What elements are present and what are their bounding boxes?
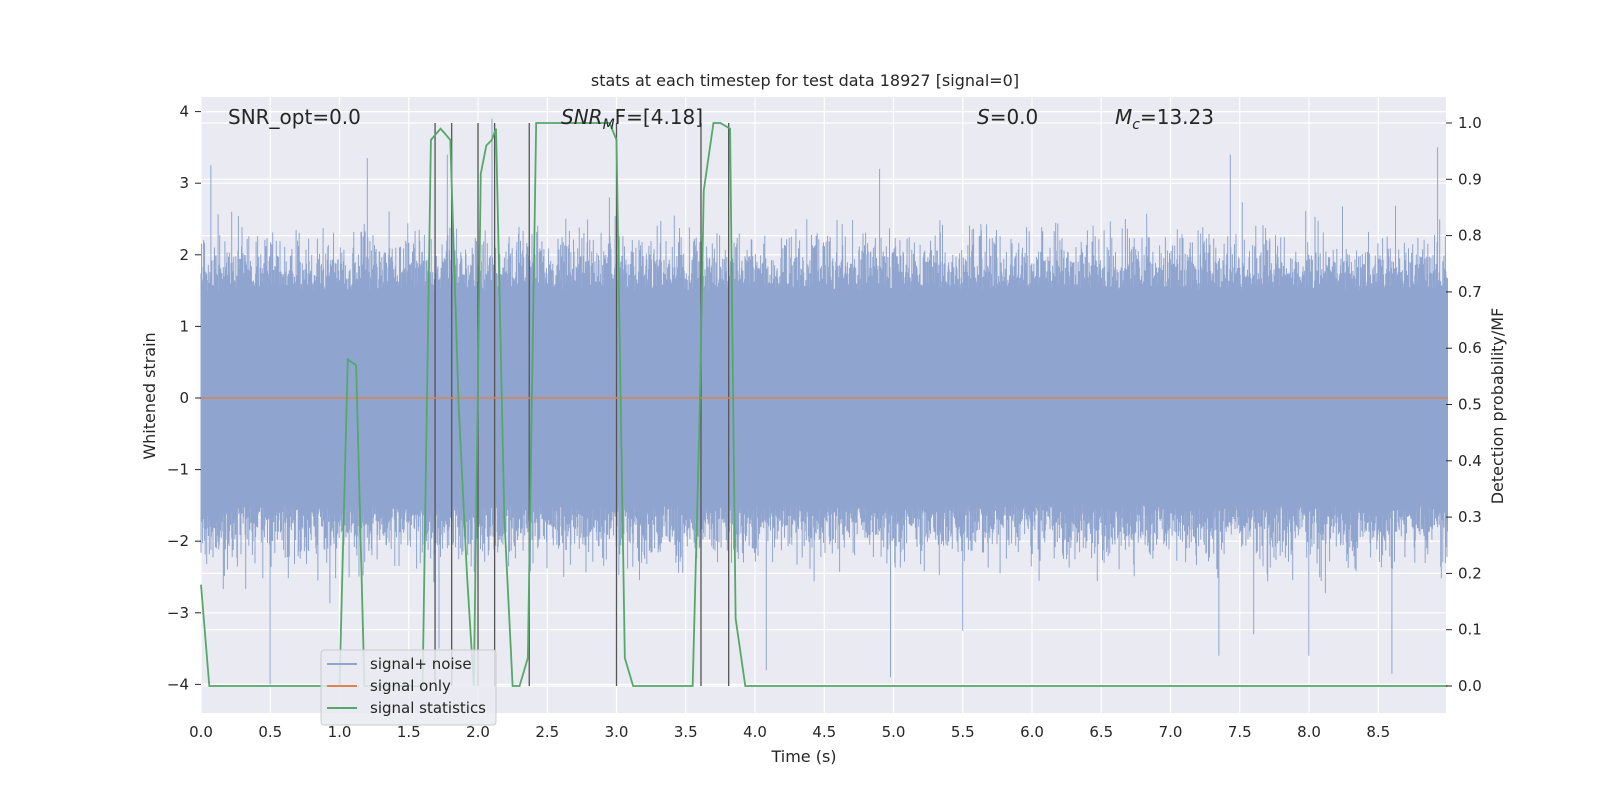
x-tick-label: 3.5 — [674, 723, 698, 741]
legend-label-signal: signal only — [370, 677, 451, 695]
y-axis-label: Whitened strain — [140, 332, 159, 459]
annotation-snr-mf: SNRMF=[4.18] — [561, 105, 703, 133]
y-tick-label: 2 — [179, 246, 189, 264]
y-tick-label: 4 — [179, 103, 189, 121]
y2-tick-label: 0.2 — [1458, 564, 1482, 582]
y-tick-label: 0 — [179, 389, 189, 407]
y2-tick-label: 0.6 — [1458, 339, 1482, 357]
legend-label-stats: signal statistics — [370, 699, 486, 717]
x-tick-label: 4.5 — [812, 723, 836, 741]
x-tick-label: 8.0 — [1297, 723, 1321, 741]
x-tick-label: 0.5 — [258, 723, 282, 741]
legend: signal+ noise signal only signal statist… — [320, 649, 497, 726]
x-tick-label: 7.0 — [1159, 723, 1183, 741]
x-tick-label: 3.0 — [605, 723, 629, 741]
x-tick-label: 0.0 — [189, 723, 213, 741]
y-tick-label: 3 — [179, 174, 189, 192]
y-tick-label: −3 — [167, 604, 189, 622]
x-tick-label: 6.0 — [1020, 723, 1044, 741]
annotation-s: S=0.0 — [977, 105, 1038, 129]
y2-tick-label: 0.0 — [1458, 677, 1482, 695]
y2-tick-label: 0.4 — [1458, 452, 1482, 470]
x-tick-label: 1.0 — [328, 723, 352, 741]
x-axis-label: Time (s) — [770, 747, 836, 766]
y2-tick-label: 0.3 — [1458, 508, 1482, 526]
x-tick-label: 4.0 — [743, 723, 767, 741]
y2-tick-label: 0.9 — [1458, 170, 1482, 188]
chart-title: stats at each timestep for test data 189… — [591, 71, 1019, 90]
y2-tick-label: 0.7 — [1458, 283, 1482, 301]
y2-axis-ticks: 0.0 0.1 0.2 0.3 0.4 0.5 0.6 0.7 0.8 0.9 1.0 — [1446, 114, 1482, 695]
legend-label-noise: signal+ noise — [370, 655, 472, 673]
x-tick-label: 2.0 — [466, 723, 490, 741]
y2-tick-label: 0.1 — [1458, 621, 1482, 639]
y-axis-ticks: −4 −3 −2 −1 0 1 2 3 4 — [167, 103, 201, 693]
x-axis-ticks: 0.0 0.5 1.0 1.5 2.0 2.5 3.0 3.5 4.0 4.5 5.0 5.5 6.0 6… — [189, 723, 1390, 741]
y-tick-label: 1 — [179, 317, 189, 335]
x-tick-label: 1.5 — [397, 723, 421, 741]
y2-tick-label: 1.0 — [1458, 114, 1482, 132]
y2-tick-label: 0.5 — [1458, 396, 1482, 414]
y2-tick-label: 0.8 — [1458, 227, 1482, 245]
annotation-snr-opt: SNR_opt=0.0 — [228, 105, 361, 129]
x-tick-label: 2.5 — [535, 723, 559, 741]
y-tick-label: −4 — [167, 675, 189, 693]
y-tick-label: −2 — [167, 532, 189, 550]
x-tick-label: 6.5 — [1089, 723, 1113, 741]
annotation-mc: Mc=13.23 — [1115, 105, 1214, 133]
legend-box — [320, 649, 497, 726]
x-tick-label: 8.5 — [1366, 723, 1390, 741]
x-tick-label: 5.0 — [882, 723, 906, 741]
y2-axis-label: Detection probability/MF — [1488, 308, 1507, 505]
x-tick-label: 5.5 — [951, 723, 975, 741]
y-tick-label: −1 — [167, 461, 189, 479]
x-tick-label: 7.5 — [1228, 723, 1252, 741]
